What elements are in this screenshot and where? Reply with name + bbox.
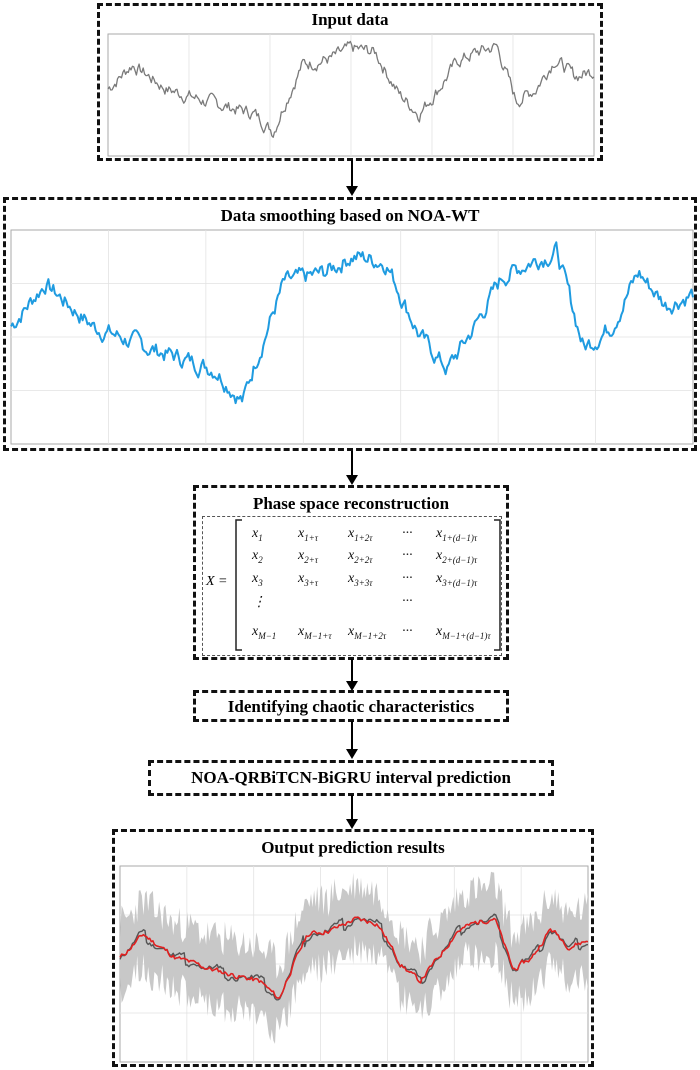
matrix-cell: x3+(d−1)τ [436, 571, 478, 588]
matrix-cell: xM−1+2τ [348, 624, 387, 641]
prediction-series-line [119, 916, 589, 999]
matrix-cell: ··· [402, 548, 413, 563]
matrix-cell: x1 [252, 526, 263, 543]
arrow-phase-to-chaotic [346, 659, 358, 691]
matrix-cell: ··· [402, 526, 413, 541]
matrix-cell: xM−1+(d−1)τ [436, 624, 491, 641]
arrow-prediction-to-output [346, 795, 358, 829]
matrix-cell: ··· [402, 624, 413, 639]
chaotic-title: Identifying chaotic characteristics [227, 697, 475, 716]
input-data-box: Input data [97, 3, 603, 161]
matrix-cell: x2+τ [298, 548, 319, 565]
phase-space-title: Phase space reconstruction [252, 494, 450, 513]
matrix-lhs: X = [206, 574, 228, 589]
arrow-input-to-smoothing [346, 160, 358, 196]
output-box: Output prediction results [112, 829, 594, 1067]
arrow-smoothing-to-phase [346, 451, 358, 485]
matrix-cell: xM−1 [252, 624, 277, 641]
matrix-cell: x3 [252, 571, 263, 588]
arrow-chaotic-to-prediction [346, 721, 358, 759]
input-series-line [107, 40, 595, 138]
prediction-box: NOA-QRBiTCN-BiGRU interval prediction [148, 760, 554, 796]
prediction-interval-band [120, 871, 588, 1044]
input-data-title: Input data [311, 10, 389, 29]
matrix-cell: x2+2τ [348, 548, 373, 565]
output-plot [119, 865, 589, 1063]
matrix-cell: x2+(d−1)τ [436, 548, 478, 565]
matrix-cell: ⋮ [252, 595, 266, 610]
smoothing-box: Data smoothing based on NOA-WT [3, 197, 697, 451]
matrix-cell: x1+2τ [348, 526, 373, 543]
smoothing-title: Data smoothing based on NOA-WT [220, 206, 480, 225]
matrix-cell: x3+τ [298, 571, 319, 588]
input-data-plot [107, 33, 595, 157]
matrix-cell: xM−1+τ [298, 624, 332, 641]
chaotic-box: Identifying chaotic characteristics [193, 690, 509, 722]
matrix-cell: x2 [252, 548, 263, 565]
smoothed-series-line [10, 241, 694, 405]
matrix-cell: x1+(d−1)τ [436, 526, 478, 543]
matrix-inner-frame [202, 516, 502, 656]
smoothing-plot [10, 229, 694, 445]
actual-series-line [119, 913, 589, 1001]
output-title: Output prediction results [261, 838, 445, 857]
matrix-cell: x3+3τ [348, 571, 373, 588]
matrix-brackets [235, 519, 501, 651]
matrix-cell: ··· [402, 571, 413, 586]
matrix-cell: ··· [402, 594, 413, 609]
phase-space-box: Phase space reconstruction X = x1 x1+τ x1+… [193, 485, 509, 660]
matrix-cell: x1+τ [298, 526, 319, 543]
prediction-title: NOA-QRBiTCN-BiGRU interval prediction [191, 768, 511, 787]
